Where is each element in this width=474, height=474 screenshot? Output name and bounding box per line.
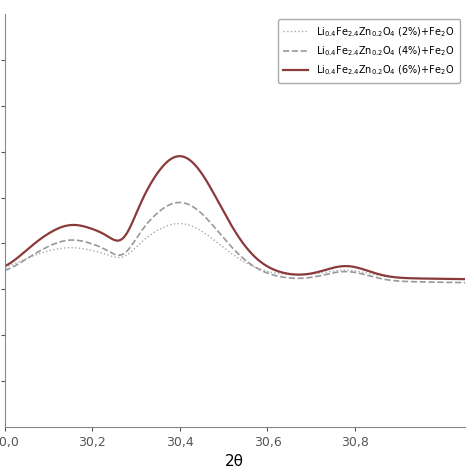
Li$_{0.4}$Fe$_{2.4}$Zn$_{0.2}$O$_4$ (4%)+Fe$_2$O [31, 252, 36, 257]
Li$_{0.4}$Fe$_{2.4}$Zn$_{0.2}$O$_4$ (4%)+Fe$_2$O [277, 274, 283, 280]
Li$_{0.4}$Fe$_{2.4}$Zn$_{0.2}$O$_4$ (2%)+Fe$_2$O [277, 271, 283, 277]
Li$_{0.4}$Fe$_{2.4}$Zn$_{0.2}$O$_4$ (4%)+Fe$_2$O [361, 272, 367, 277]
Li$_{0.4}$Fe$_{2.4}$Zn$_{0.2}$O$_4$ (6%)+Fe$_2$O [410, 275, 415, 281]
Li$_{0.4}$Fe$_{2.4}$Zn$_{0.2}$O$_4$ (6%)+Fe$_2$O [304, 271, 310, 277]
Line: Li$_{0.4}$Fe$_{2.4}$Zn$_{0.2}$O$_4$ (4%)+Fe$_2$O: Li$_{0.4}$Fe$_{2.4}$Zn$_{0.2}$O$_4$ (4%)… [5, 202, 474, 283]
Line: Li$_{0.4}$Fe$_{2.4}$Zn$_{0.2}$O$_4$ (2%)+Fe$_2$O: Li$_{0.4}$Fe$_{2.4}$Zn$_{0.2}$O$_4$ (2%)… [5, 224, 474, 280]
Li$_{0.4}$Fe$_{2.4}$Zn$_{0.2}$O$_4$ (6%)+Fe$_2$O [361, 267, 367, 273]
Li$_{0.4}$Fe$_{2.4}$Zn$_{0.2}$O$_4$ (6%)+Fe$_2$O [31, 241, 36, 247]
Line: Li$_{0.4}$Fe$_{2.4}$Zn$_{0.2}$O$_4$ (6%)+Fe$_2$O: Li$_{0.4}$Fe$_{2.4}$Zn$_{0.2}$O$_4$ (6%)… [5, 156, 474, 279]
Li$_{0.4}$Fe$_{2.4}$Zn$_{0.2}$O$_4$ (2%)+Fe$_2$O [2, 264, 8, 270]
Li$_{0.4}$Fe$_{2.4}$Zn$_{0.2}$O$_4$ (4%)+Fe$_2$O [290, 275, 295, 281]
Li$_{0.4}$Fe$_{2.4}$Zn$_{0.2}$O$_4$ (4%)+Fe$_2$O [176, 200, 182, 205]
X-axis label: 2θ: 2θ [225, 454, 244, 469]
Li$_{0.4}$Fe$_{2.4}$Zn$_{0.2}$O$_4$ (2%)+Fe$_2$O [290, 272, 295, 278]
Li$_{0.4}$Fe$_{2.4}$Zn$_{0.2}$O$_4$ (2%)+Fe$_2$O [361, 270, 367, 275]
Li$_{0.4}$Fe$_{2.4}$Zn$_{0.2}$O$_4$ (4%)+Fe$_2$O [304, 275, 310, 281]
Li$_{0.4}$Fe$_{2.4}$Zn$_{0.2}$O$_4$ (4%)+Fe$_2$O [410, 279, 415, 284]
Li$_{0.4}$Fe$_{2.4}$Zn$_{0.2}$O$_4$ (6%)+Fe$_2$O [277, 269, 283, 275]
Li$_{0.4}$Fe$_{2.4}$Zn$_{0.2}$O$_4$ (6%)+Fe$_2$O [176, 154, 182, 159]
Li$_{0.4}$Fe$_{2.4}$Zn$_{0.2}$O$_4$ (6%)+Fe$_2$O [2, 264, 8, 269]
Li$_{0.4}$Fe$_{2.4}$Zn$_{0.2}$O$_4$ (2%)+Fe$_2$O [176, 221, 182, 227]
Li$_{0.4}$Fe$_{2.4}$Zn$_{0.2}$O$_4$ (2%)+Fe$_2$O [304, 272, 310, 278]
Li$_{0.4}$Fe$_{2.4}$Zn$_{0.2}$O$_4$ (2%)+Fe$_2$O [31, 253, 36, 258]
Li$_{0.4}$Fe$_{2.4}$Zn$_{0.2}$O$_4$ (2%)+Fe$_2$O [410, 275, 415, 281]
Li$_{0.4}$Fe$_{2.4}$Zn$_{0.2}$O$_4$ (4%)+Fe$_2$O [2, 268, 8, 273]
Li$_{0.4}$Fe$_{2.4}$Zn$_{0.2}$O$_4$ (6%)+Fe$_2$O [290, 272, 295, 277]
Legend: Li$_{0.4}$Fe$_{2.4}$Zn$_{0.2}$O$_4$ (2%)+Fe$_2$O, Li$_{0.4}$Fe$_{2.4}$Zn$_{0.2}$: Li$_{0.4}$Fe$_{2.4}$Zn$_{0.2}$O$_4$ (2%)… [278, 19, 460, 83]
